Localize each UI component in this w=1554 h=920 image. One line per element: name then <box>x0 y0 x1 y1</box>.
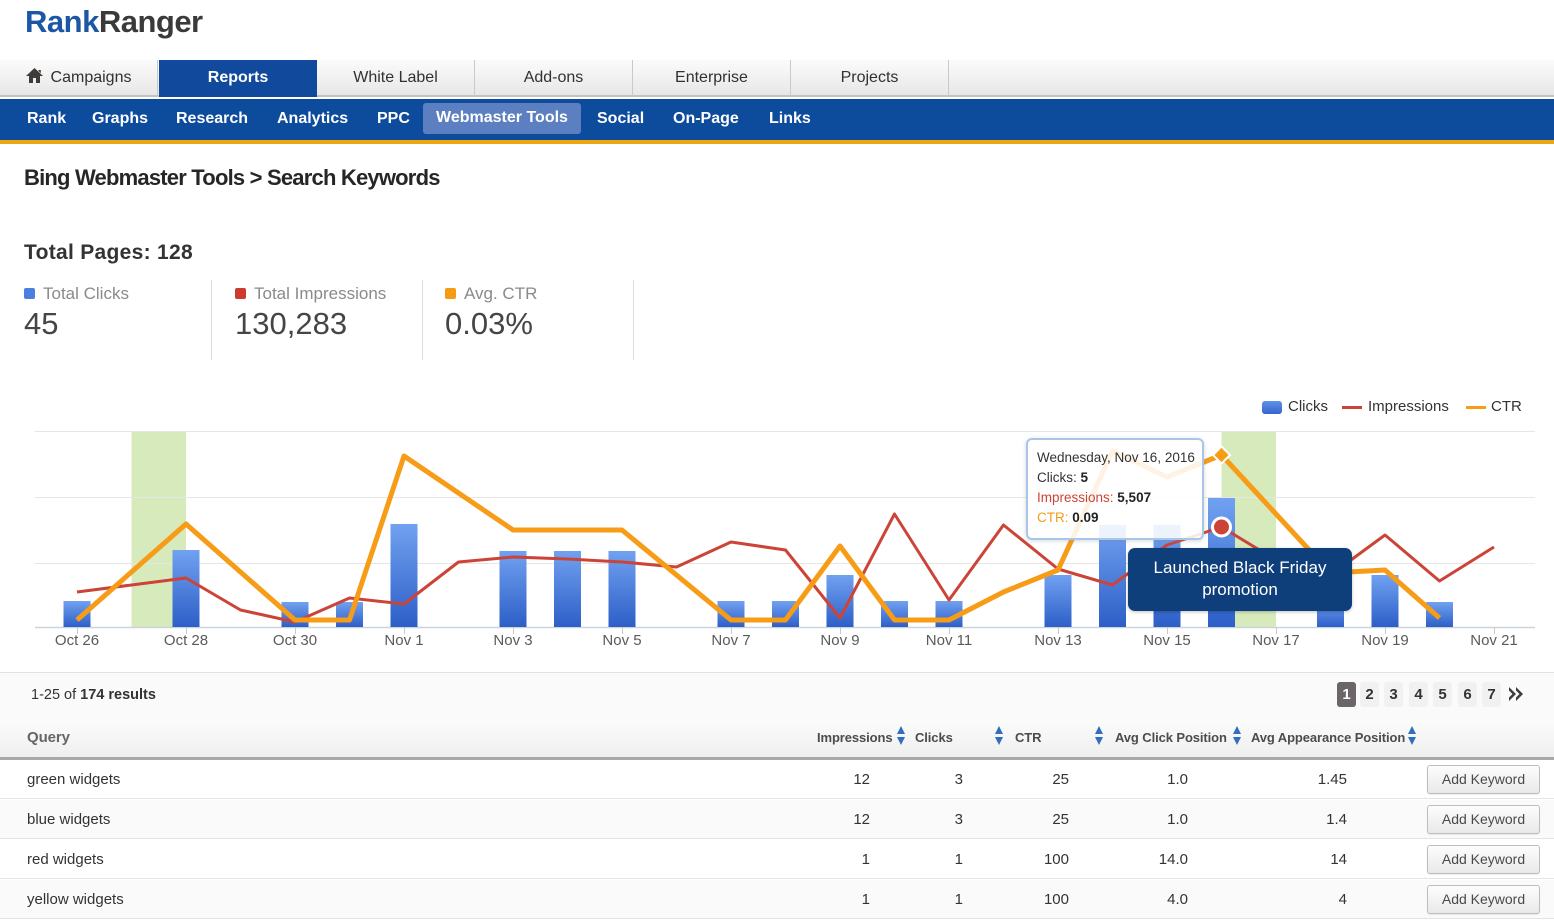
svg-text:Nov 19: Nov 19 <box>1361 632 1409 649</box>
svg-text:Oct 30: Oct 30 <box>273 632 317 649</box>
svg-text:Oct 28: Oct 28 <box>164 632 208 649</box>
svg-text:Nov 7: Nov 7 <box>711 632 750 649</box>
svg-text:Nov 5: Nov 5 <box>602 632 641 649</box>
svg-text:Nov 3: Nov 3 <box>493 632 532 649</box>
svg-text:Nov 17: Nov 17 <box>1252 632 1300 649</box>
svg-text:Nov 21: Nov 21 <box>1470 632 1518 649</box>
svg-text:Oct 26: Oct 26 <box>55 632 99 649</box>
svg-text:Nov 1: Nov 1 <box>384 632 423 649</box>
svg-text:Nov 15: Nov 15 <box>1143 632 1191 649</box>
svg-text:Nov 13: Nov 13 <box>1034 632 1082 649</box>
svg-text:Nov 9: Nov 9 <box>820 632 859 649</box>
svg-text:Nov 11: Nov 11 <box>926 632 972 649</box>
